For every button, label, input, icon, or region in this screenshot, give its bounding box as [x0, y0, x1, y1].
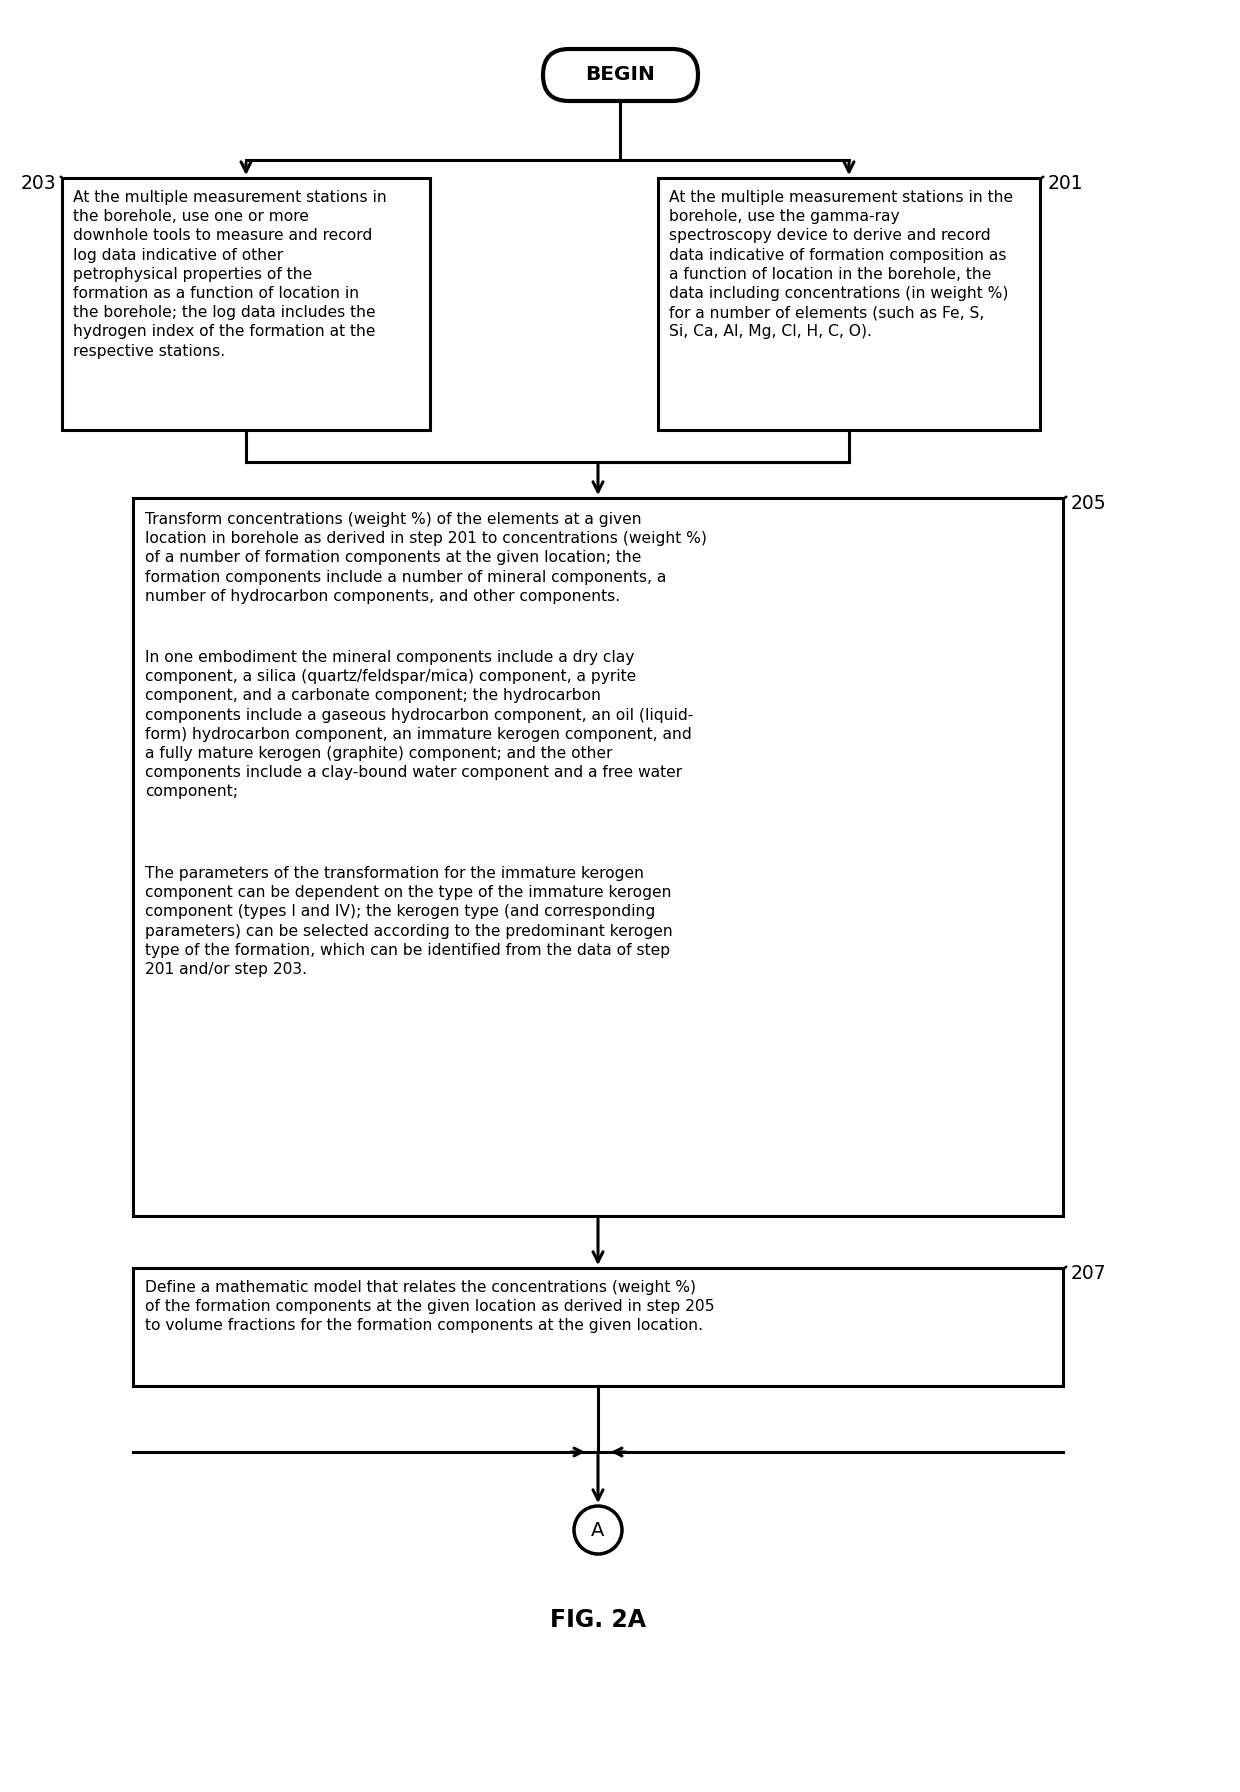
Bar — [658, 177, 1040, 430]
Text: 205: 205 — [1071, 495, 1106, 513]
Text: The parameters of the transformation for the immature kerogen
component can be d: The parameters of the transformation for… — [145, 866, 673, 977]
Text: 203: 203 — [20, 174, 56, 194]
Text: Define a mathematic model that relates the concentrations (weight %)
of the form: Define a mathematic model that relates t… — [145, 1279, 714, 1333]
Bar — [133, 1269, 1063, 1385]
FancyBboxPatch shape — [543, 48, 698, 100]
Text: Transform concentrations (weight %) of the elements at a given
location in boreh: Transform concentrations (weight %) of t… — [145, 513, 707, 604]
Bar — [133, 498, 1063, 1217]
Text: 207: 207 — [1071, 1263, 1106, 1283]
Text: At the multiple measurement stations in
the borehole, use one or more
downhole t: At the multiple measurement stations in … — [73, 190, 387, 358]
Bar — [62, 177, 430, 430]
Text: A: A — [591, 1520, 605, 1539]
Text: In one embodiment the mineral components include a dry clay
component, a silica : In one embodiment the mineral components… — [145, 650, 693, 799]
Text: BEGIN: BEGIN — [585, 66, 655, 84]
Text: FIG. 2A: FIG. 2A — [551, 1607, 646, 1633]
Text: 201: 201 — [1048, 174, 1084, 194]
Text: At the multiple measurement stations in the
borehole, use the gamma-ray
spectros: At the multiple measurement stations in … — [670, 190, 1013, 339]
